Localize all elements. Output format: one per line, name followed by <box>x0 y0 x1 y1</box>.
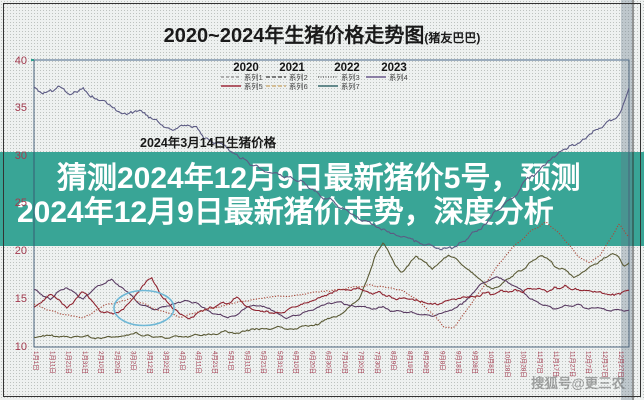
svg-text:12月7日: 12月7日 <box>585 351 593 374</box>
svg-text:5月11日: 5月11日 <box>243 351 251 374</box>
svg-text:25: 25 <box>15 197 27 209</box>
svg-text:11月27日: 11月27日 <box>569 351 577 377</box>
svg-text:系列5: 系列5 <box>244 82 263 91</box>
svg-text:1月1日: 1月1日 <box>32 351 40 371</box>
svg-text:8月9日: 8月9日 <box>390 351 398 371</box>
svg-text:9月18日: 9月18日 <box>455 351 463 374</box>
svg-text:7月10日: 7月10日 <box>341 351 349 374</box>
svg-text:8月29日: 8月29日 <box>422 351 430 374</box>
svg-text:7月20日: 7月20日 <box>357 351 365 374</box>
svg-text:系列6: 系列6 <box>289 82 308 91</box>
svg-text:3月22日: 3月22日 <box>162 351 170 374</box>
svg-text:12月17日: 12月17日 <box>601 351 609 378</box>
svg-text:10月18日: 10月18日 <box>503 351 511 378</box>
svg-text:11月7日: 11月7日 <box>536 351 544 374</box>
svg-text:35: 35 <box>15 102 27 114</box>
svg-text:5月31日: 5月31日 <box>276 351 284 374</box>
svg-text:4月1日: 4月1日 <box>178 351 186 371</box>
svg-text:3月12日: 3月12日 <box>146 351 154 374</box>
svg-text:10月8日: 10月8日 <box>487 351 495 374</box>
svg-text:系列2: 系列2 <box>289 73 308 82</box>
svg-text:11月17日: 11月17日 <box>552 351 560 377</box>
svg-text:6月30日: 6月30日 <box>325 351 333 374</box>
svg-text:8月19日: 8月19日 <box>406 351 414 374</box>
svg-text:4月11日: 4月11日 <box>195 351 203 374</box>
svg-text:1月21日: 1月21日 <box>65 351 73 374</box>
svg-text:40: 40 <box>15 55 27 67</box>
svg-text:系列3: 系列3 <box>341 73 360 82</box>
svg-text:2024年3月14日生猪价格: 2024年3月14日生猪价格 <box>140 135 277 150</box>
svg-text:6月10日: 6月10日 <box>292 351 300 374</box>
svg-text:15: 15 <box>15 293 27 305</box>
svg-text:7月30日: 7月30日 <box>373 351 381 374</box>
svg-text:1月11日: 1月11日 <box>48 351 56 374</box>
svg-text:2月20日: 2月20日 <box>113 351 121 374</box>
svg-text:系列1: 系列1 <box>244 73 263 82</box>
svg-text:20: 20 <box>15 245 27 257</box>
svg-text:3月2日: 3月2日 <box>130 351 138 371</box>
svg-text:搜狐号@更三农: 搜狐号@更三农 <box>531 375 626 391</box>
svg-text:1月31日: 1月31日 <box>81 351 89 374</box>
svg-text:10月28日: 10月28日 <box>520 351 528 378</box>
svg-text:9月8日: 9月8日 <box>438 351 446 371</box>
svg-text:10: 10 <box>15 341 27 353</box>
svg-text:9月28日: 9月28日 <box>471 351 479 374</box>
svg-text:2月10日: 2月10日 <box>97 351 105 374</box>
svg-text:5月1日: 5月1日 <box>227 351 235 371</box>
svg-text:5月21日: 5月21日 <box>260 351 268 374</box>
svg-text:6月20日: 6月20日 <box>308 351 316 374</box>
svg-text:4月21日: 4月21日 <box>211 351 219 374</box>
svg-text:12月27日: 12月27日 <box>617 351 625 378</box>
svg-text:系列4: 系列4 <box>389 73 408 82</box>
svg-text:30: 30 <box>15 150 27 162</box>
svg-text:系列7: 系列7 <box>341 82 360 91</box>
